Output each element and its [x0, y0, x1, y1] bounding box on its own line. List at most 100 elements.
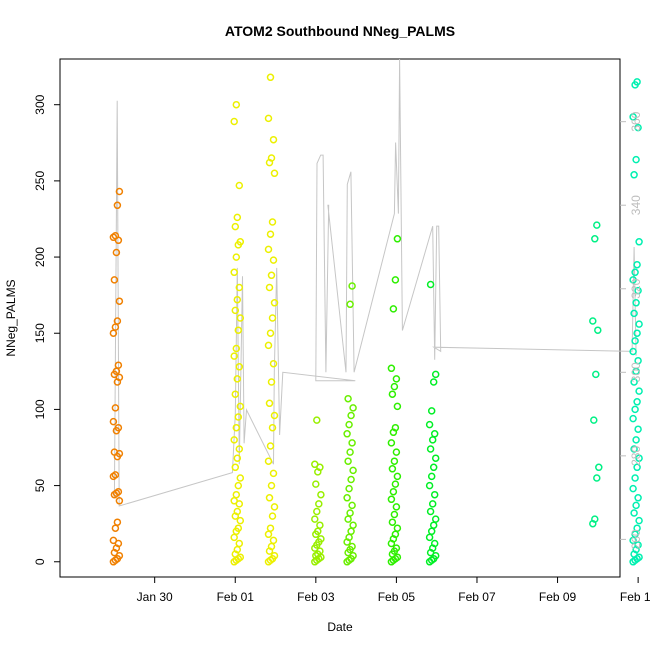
- data-point: [633, 260, 641, 269]
- data-point: [630, 445, 638, 453]
- data-point: [348, 282, 356, 290]
- data-point: [269, 135, 278, 144]
- data-point: [344, 394, 352, 403]
- data-point: [634, 541, 642, 549]
- data-point: [267, 481, 276, 490]
- data-point: [349, 466, 357, 475]
- data-point: [230, 497, 238, 505]
- data-point: [265, 283, 274, 292]
- data-point: [393, 524, 402, 532]
- data-point: [635, 454, 643, 462]
- y-tick-label-right: 260: [629, 529, 643, 549]
- data-point: [631, 405, 639, 414]
- data-point: [633, 329, 641, 337]
- y-tick-label-left: 300: [33, 94, 47, 114]
- data-point: [267, 378, 276, 386]
- data-point: [233, 454, 242, 462]
- data-point: [236, 314, 245, 322]
- data-point: [594, 326, 602, 334]
- data-point: [234, 326, 243, 334]
- data-point: [230, 533, 238, 542]
- data-point: [346, 448, 354, 456]
- data-point: [267, 271, 276, 280]
- data-point: [429, 521, 438, 529]
- data-point: [391, 480, 400, 488]
- data-point: [231, 222, 240, 231]
- data-point: [315, 500, 323, 508]
- data-point: [232, 253, 241, 261]
- data-point: [110, 276, 119, 284]
- data-point: [270, 299, 279, 307]
- data-point: [390, 510, 399, 519]
- data-point: [595, 463, 603, 472]
- series-1: [109, 187, 124, 566]
- data-point: [635, 320, 643, 328]
- data-point: [230, 352, 238, 360]
- data-point: [111, 231, 120, 240]
- data-point: [392, 503, 401, 511]
- data-point: [236, 516, 245, 525]
- data-point: [633, 78, 641, 86]
- y-axis-label: NNeg_PALMS: [4, 279, 18, 356]
- data-point: [634, 123, 642, 132]
- data-point: [427, 472, 436, 481]
- data-point: [236, 402, 245, 411]
- data-point: [632, 501, 640, 510]
- data-point: [111, 404, 120, 412]
- data-point: [630, 309, 638, 318]
- data-point: [344, 457, 352, 465]
- data-point: [312, 480, 320, 488]
- data-point: [632, 155, 640, 164]
- data-point: [231, 463, 240, 472]
- data-point: [388, 465, 397, 473]
- data-point: [235, 181, 244, 190]
- data-point: [115, 497, 124, 505]
- series-3: [264, 73, 279, 566]
- data-point: [430, 430, 439, 438]
- y-tick-label-right: 340: [629, 195, 643, 215]
- data-point: [268, 512, 277, 520]
- altitude-trace-line: [113, 58, 637, 507]
- data-point: [231, 390, 240, 398]
- x-tick-label: Feb 09: [539, 590, 577, 604]
- data-point: [270, 551, 279, 560]
- y-tick-label-right: 280: [629, 446, 643, 466]
- data-point: [349, 404, 357, 412]
- data-point: [428, 500, 437, 508]
- data-point: [317, 490, 325, 499]
- data-point: [589, 317, 597, 325]
- x-tick-label: Jan 30: [137, 590, 173, 604]
- data-point: [269, 359, 278, 368]
- data-point: [388, 390, 397, 398]
- data-point: [392, 375, 401, 383]
- data-point: [233, 295, 242, 304]
- data-point: [629, 276, 637, 284]
- data-point: [264, 114, 273, 123]
- data-point: [267, 154, 276, 162]
- series-2: [230, 100, 245, 566]
- data-point: [111, 524, 120, 532]
- data-point: [264, 245, 273, 254]
- data-point: [347, 411, 355, 420]
- points-layer: [109, 73, 643, 566]
- data-point: [632, 436, 640, 444]
- series-6: [387, 235, 402, 566]
- data-point: [270, 411, 279, 420]
- y-axis-right: 260 280 300 320 340 360: [620, 111, 643, 549]
- x-tick-label: Feb 03: [297, 590, 335, 604]
- data-point: [234, 524, 243, 532]
- data-point: [635, 516, 643, 525]
- y-tick-label-left: 100: [33, 399, 47, 419]
- data-point: [426, 280, 435, 289]
- data-point: [268, 218, 277, 226]
- data-point: [109, 536, 118, 545]
- data-point: [591, 235, 599, 243]
- x-axis-label: Date: [327, 620, 353, 634]
- data-point: [344, 515, 352, 523]
- y-tick-label-left: 250: [33, 171, 47, 191]
- data-point: [232, 423, 241, 432]
- data-point: [348, 501, 356, 510]
- data-point: [112, 248, 121, 257]
- data-point: [387, 364, 396, 373]
